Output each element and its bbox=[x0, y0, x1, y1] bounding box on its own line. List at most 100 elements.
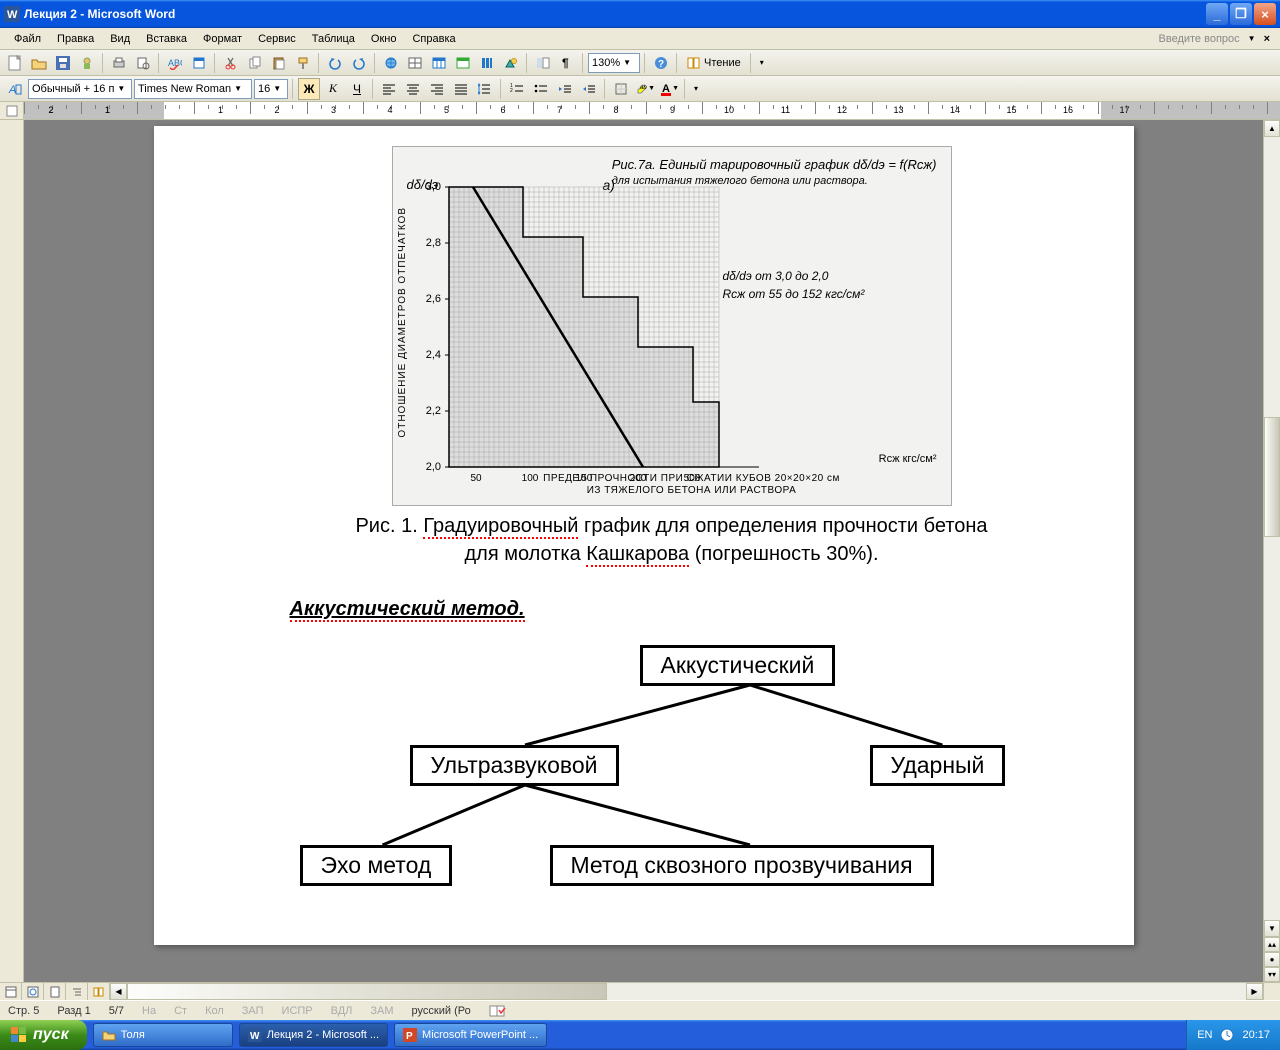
format-painter-icon[interactable] bbox=[292, 52, 314, 74]
redo-icon[interactable] bbox=[348, 52, 370, 74]
tray-icon[interactable] bbox=[1220, 1028, 1234, 1042]
toolbar-options-icon[interactable]: ▾ bbox=[756, 52, 768, 74]
align-center-icon[interactable] bbox=[402, 78, 424, 100]
menu-format[interactable]: Формат bbox=[195, 31, 250, 47]
svg-text:P: P bbox=[406, 1031, 413, 1042]
taskbar-button-1[interactable]: WЛекция 2 - Microsoft ... bbox=[239, 1023, 388, 1047]
horizontal-scrollbar[interactable]: ◀ ▶ bbox=[110, 983, 1263, 1000]
menu-edit[interactable]: Правка bbox=[49, 31, 102, 47]
font-color-icon[interactable]: A▼ bbox=[658, 78, 680, 100]
open-icon[interactable] bbox=[28, 52, 50, 74]
scroll-up-button[interactable]: ▲ bbox=[1264, 120, 1280, 137]
italic-button[interactable]: К bbox=[322, 78, 344, 100]
normal-view-icon[interactable] bbox=[0, 983, 22, 1000]
menu-file[interactable]: Файл bbox=[6, 31, 49, 47]
help-dropdown-icon[interactable]: ▼ bbox=[1244, 34, 1260, 43]
ruler-corner[interactable] bbox=[0, 102, 24, 119]
scroll-right-button[interactable]: ▶ bbox=[1246, 983, 1263, 1000]
font-dropdown[interactable]: Times New Roman▼ bbox=[134, 79, 252, 99]
bold-button[interactable]: Ж bbox=[298, 78, 320, 100]
vscroll-thumb[interactable] bbox=[1264, 417, 1280, 537]
vertical-ruler[interactable] bbox=[0, 120, 24, 982]
style-dropdown[interactable]: Обычный + 16 п▼ bbox=[28, 79, 132, 99]
cut-icon[interactable] bbox=[220, 52, 242, 74]
ms-help-icon[interactable]: ? bbox=[650, 52, 672, 74]
bulleted-list-icon[interactable] bbox=[530, 78, 552, 100]
horizontal-ruler[interactable]: 21211234567891011121314151617 bbox=[24, 102, 1280, 119]
new-doc-icon[interactable] bbox=[4, 52, 26, 74]
increase-indent-icon[interactable] bbox=[578, 78, 600, 100]
prev-page-button[interactable]: ▴▴ bbox=[1264, 937, 1280, 952]
underline-button[interactable]: Ч bbox=[346, 78, 368, 100]
columns-icon[interactable] bbox=[476, 52, 498, 74]
help-search[interactable]: Введите вопрос bbox=[1159, 33, 1244, 45]
scroll-down-button[interactable]: ▼ bbox=[1264, 920, 1280, 937]
align-justify-icon[interactable] bbox=[450, 78, 472, 100]
document-viewport[interactable]: dδ/dэ Рис.7а. Единый тарировочный график… bbox=[24, 120, 1263, 982]
paste-icon[interactable] bbox=[268, 52, 290, 74]
align-right-icon[interactable] bbox=[426, 78, 448, 100]
tray-lang[interactable]: EN bbox=[1197, 1029, 1212, 1041]
read-mode-icon[interactable]: Чтение bbox=[682, 52, 746, 74]
document-area: dδ/dэ Рис.7а. Единый тарировочный график… bbox=[0, 120, 1280, 982]
menu-table[interactable]: Таблица bbox=[304, 31, 363, 47]
scroll-left-button[interactable]: ◀ bbox=[110, 983, 127, 1000]
web-view-icon[interactable] bbox=[22, 983, 44, 1000]
system-tray[interactable]: EN 20:17 bbox=[1186, 1020, 1280, 1050]
save-icon[interactable] bbox=[52, 52, 74, 74]
start-button[interactable]: пуск bbox=[0, 1020, 87, 1050]
maximize-button[interactable]: ❐ bbox=[1230, 3, 1252, 25]
taskbar-button-0[interactable]: Толя bbox=[93, 1023, 233, 1047]
menu-insert[interactable]: Вставка bbox=[138, 31, 195, 47]
align-left-icon[interactable] bbox=[378, 78, 400, 100]
view-buttons bbox=[0, 983, 110, 1000]
styles-pane-icon[interactable]: A bbox=[4, 78, 26, 100]
menu-tools[interactable]: Сервис bbox=[250, 31, 304, 47]
svg-text:2: 2 bbox=[510, 88, 513, 94]
insert-worksheet-icon[interactable] bbox=[452, 52, 474, 74]
print-preview-icon[interactable] bbox=[132, 52, 154, 74]
spellcheck-status-icon[interactable] bbox=[489, 1004, 507, 1018]
menu-view[interactable]: Вид bbox=[102, 31, 138, 47]
minimize-button[interactable]: _ bbox=[1206, 3, 1228, 25]
hscroll-thumb[interactable] bbox=[127, 983, 607, 1000]
permission-icon[interactable] bbox=[76, 52, 98, 74]
menu-window[interactable]: Окно bbox=[363, 31, 405, 47]
numbered-list-icon[interactable]: 12 bbox=[506, 78, 528, 100]
spelling-icon[interactable]: ABC bbox=[164, 52, 186, 74]
next-page-button[interactable]: ▾▾ bbox=[1264, 967, 1280, 982]
vscroll-track[interactable] bbox=[1264, 137, 1280, 920]
svg-text:ab: ab bbox=[640, 85, 647, 91]
hscroll-track[interactable] bbox=[127, 983, 1246, 1000]
close-button[interactable]: × bbox=[1254, 3, 1276, 25]
reading-view-icon[interactable] bbox=[88, 983, 110, 1000]
cap1a: Рис. 1. bbox=[355, 515, 423, 537]
drawing-icon[interactable] bbox=[500, 52, 522, 74]
decrease-indent-icon[interactable] bbox=[554, 78, 576, 100]
hyperlink-icon[interactable] bbox=[380, 52, 402, 74]
outline-view-icon[interactable] bbox=[66, 983, 88, 1000]
zoom-dropdown[interactable]: 130%▼ bbox=[588, 53, 640, 73]
toolbar2-options-icon[interactable]: ▾ bbox=[690, 78, 702, 100]
undo-icon[interactable] bbox=[324, 52, 346, 74]
research-icon[interactable] bbox=[188, 52, 210, 74]
insert-table-icon[interactable] bbox=[428, 52, 450, 74]
browse-object-button[interactable]: ● bbox=[1264, 952, 1280, 967]
diagram-node-n1: Аккустический bbox=[640, 645, 836, 686]
vertical-scrollbar[interactable]: ▲ ▼ ▴▴ ● ▾▾ bbox=[1263, 120, 1280, 982]
print-icon[interactable] bbox=[108, 52, 130, 74]
status-ovr: ЗАМ bbox=[370, 1005, 393, 1017]
doc-close-button[interactable]: × bbox=[1260, 33, 1274, 45]
tables-borders-icon[interactable] bbox=[404, 52, 426, 74]
print-layout-view-icon[interactable] bbox=[44, 983, 66, 1000]
taskbar-button-2[interactable]: PMicrosoft PowerPoint ... bbox=[394, 1023, 547, 1047]
line-spacing-icon[interactable] bbox=[474, 78, 496, 100]
borders-icon[interactable] bbox=[610, 78, 632, 100]
doc-map-icon[interactable] bbox=[532, 52, 554, 74]
standard-toolbar: ABC ¶ 130%▼ ? Чтение ▾ bbox=[0, 50, 1280, 76]
copy-icon[interactable] bbox=[244, 52, 266, 74]
menu-help[interactable]: Справка bbox=[404, 31, 463, 47]
fontsize-dropdown[interactable]: 16▼ bbox=[254, 79, 288, 99]
highlight-icon[interactable]: ab▼ bbox=[634, 78, 656, 100]
show-formatting-icon[interactable]: ¶ bbox=[556, 52, 578, 74]
